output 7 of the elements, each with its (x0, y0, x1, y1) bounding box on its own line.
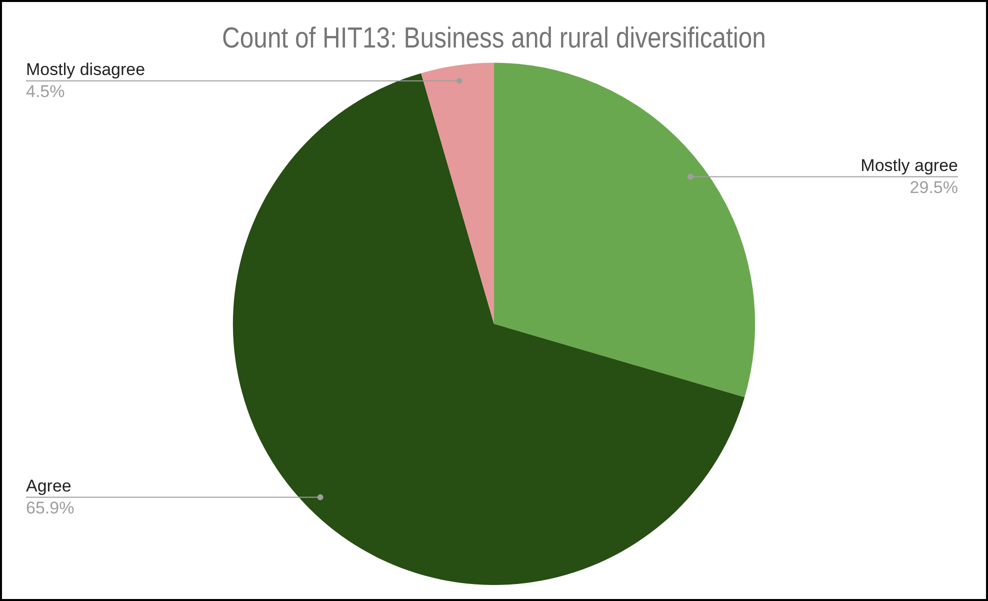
slice-label: Mostly agree (860, 156, 958, 175)
data-label: 65.9% (26, 498, 74, 518)
data-label: 29.5% (910, 178, 958, 197)
chart-title: Count of HIT13: Business and rural diversification (222, 22, 766, 54)
data-label: 4.5% (26, 82, 65, 102)
slice-label: Mostly disagree (26, 60, 146, 80)
slice-label: Agree (26, 476, 72, 496)
